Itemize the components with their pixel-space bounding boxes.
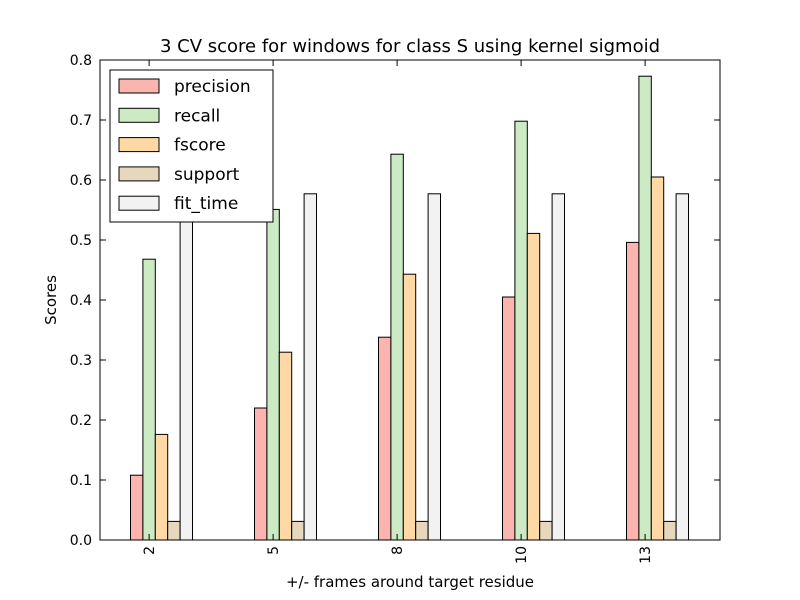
y-tick-label: 0.6 xyxy=(70,173,92,189)
bar-recall-2 xyxy=(142,258,156,541)
bar-fit-time-8 xyxy=(427,193,442,541)
legend-label-fit-time: fit_time xyxy=(174,194,238,214)
bar-precision-10 xyxy=(502,296,516,541)
bar-support-5 xyxy=(291,520,305,541)
bar-support-13 xyxy=(663,520,677,541)
x-axis-label: +/- frames around target residue xyxy=(286,573,534,591)
legend-swatch-support xyxy=(118,166,160,182)
y-tick-label: 0.0 xyxy=(70,533,92,549)
bar-fscore-5 xyxy=(278,351,293,541)
legend-swatch-fscore xyxy=(118,137,160,153)
legend: precision recall fscore support fit_time xyxy=(109,69,274,223)
x-tick-label: 2 xyxy=(142,546,158,555)
legend-swatch-precision xyxy=(118,78,160,94)
bar-precision-8 xyxy=(378,336,392,541)
x-tick-label: 5 xyxy=(266,546,282,555)
bar-fscore-8 xyxy=(402,273,417,541)
bar-fscore-13 xyxy=(650,176,665,541)
legend-swatch-fit-time xyxy=(118,195,160,211)
legend-label-fscore: fscore xyxy=(174,136,226,156)
y-tick-label: 0.3 xyxy=(70,353,92,369)
bars-group xyxy=(130,75,689,541)
bar-recall-10 xyxy=(514,120,528,541)
bar-fit-time-13 xyxy=(675,193,689,541)
y-axis-ticks: 0.0 0.1 0.2 0.3 0.4 0.5 0.6 0.7 0.8 xyxy=(70,53,720,549)
legend-label-support: support xyxy=(174,165,240,185)
bar-support-8 xyxy=(415,520,429,541)
legend-swatch-recall xyxy=(118,107,160,123)
bar-fit-time-2 xyxy=(179,193,194,541)
legend-label-recall: recall xyxy=(174,106,220,126)
x-axis-ticks: 2 5 8 10 13 xyxy=(142,60,654,564)
x-tick-label: 10 xyxy=(514,546,530,564)
bar-precision-13 xyxy=(626,241,640,541)
bar-fit-time-5 xyxy=(303,193,318,541)
y-axis-label: Scores xyxy=(42,275,60,325)
y-tick-label: 0.8 xyxy=(70,53,92,69)
bar-precision-5 xyxy=(254,407,268,541)
bar-fscore-10 xyxy=(526,232,541,541)
x-tick-label: 8 xyxy=(390,546,406,555)
y-tick-label: 0.4 xyxy=(70,293,92,309)
bar-recall-8 xyxy=(390,153,404,541)
bar-recall-13 xyxy=(638,75,652,541)
y-tick-label: 0.2 xyxy=(70,413,92,429)
bar-precision-2 xyxy=(130,474,144,541)
plot-frame xyxy=(99,59,721,541)
bar-support-10 xyxy=(539,520,553,541)
legend-label-precision: precision xyxy=(174,77,251,97)
y-tick-label: 0.7 xyxy=(70,113,92,129)
bar-support-2 xyxy=(167,520,181,541)
y-tick-label: 0.5 xyxy=(70,233,92,249)
y-tick-label: 0.1 xyxy=(70,473,92,489)
bar-fscore-2 xyxy=(154,433,169,541)
bar-recall-5 xyxy=(266,208,280,541)
x-tick-label: 13 xyxy=(638,546,654,564)
chart-title: 3 CV score for windows for class S using… xyxy=(160,36,660,57)
bar-fit-time-10 xyxy=(551,193,565,541)
